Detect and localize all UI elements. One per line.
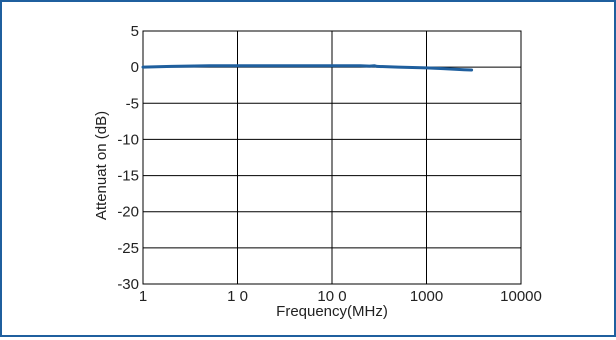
y-tick-label: -15 xyxy=(117,168,139,185)
y-tick-label: 5 xyxy=(131,23,139,40)
x-tick-label: 10 0 xyxy=(317,288,346,305)
y-axis-ticks: 5 0 -5 -10 -15 -20 -25 -30 xyxy=(117,23,139,293)
y-axis-label: Attenuat on (dB) xyxy=(93,111,110,220)
series xyxy=(141,64,474,72)
x-tick-label: 10000 xyxy=(500,288,542,305)
plot-area xyxy=(142,30,522,285)
attenuation-chart: 5 0 -5 -10 -15 -20 -25 -30 1 1 0 10 0 1000 10000 Fr… xyxy=(93,23,542,320)
x-tick-label: 1 0 xyxy=(227,288,248,305)
x-axis-label: Frequency(MHz) xyxy=(276,303,388,320)
x-axis-ticks: 1 1 0 10 0 1000 10000 xyxy=(139,288,542,305)
y-tick-label: -10 xyxy=(117,131,139,148)
y-tick-label: -5 xyxy=(126,95,139,112)
y-tick-label: -25 xyxy=(117,240,139,257)
y-tick-label: 0 xyxy=(131,59,139,76)
x-tick-label: 1 xyxy=(139,288,147,305)
series-line xyxy=(141,64,474,72)
y-tick-label: -20 xyxy=(117,204,139,221)
x-tick-label: 1000 xyxy=(410,288,443,305)
y-tick-label: -30 xyxy=(117,276,139,293)
